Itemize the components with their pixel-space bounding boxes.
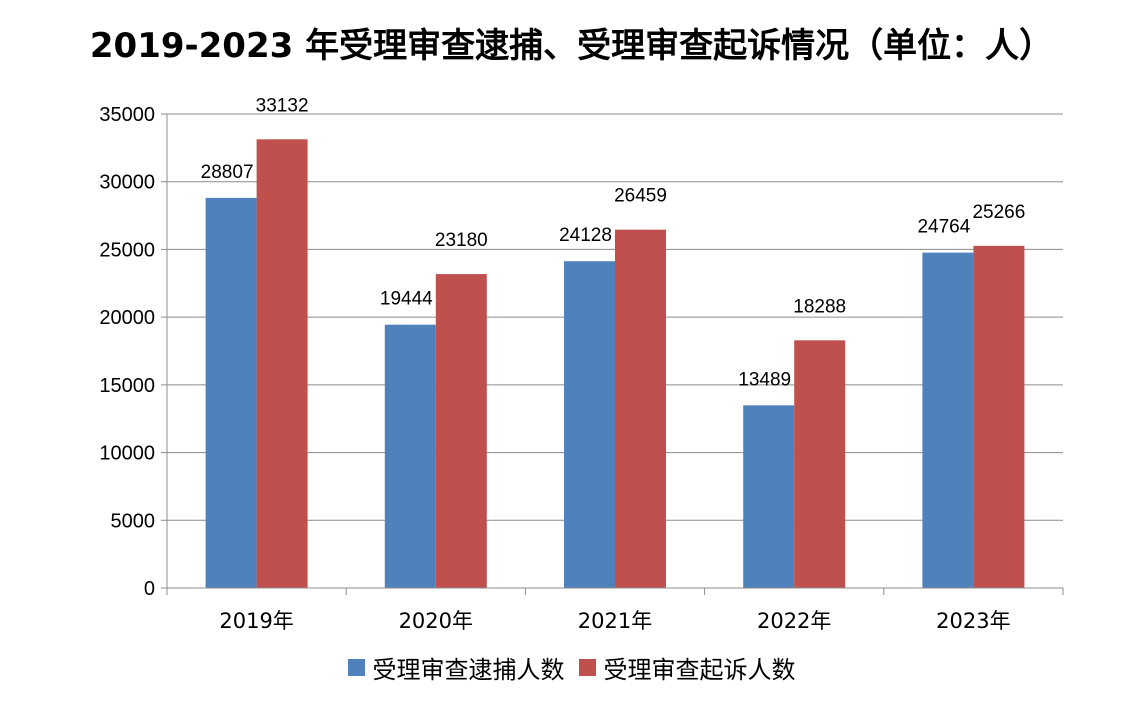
bar-arrest bbox=[564, 261, 615, 588]
legend: 受理审查逮捕人数 受理审查起诉人数 bbox=[0, 650, 1143, 685]
data-label-arrest: 24128 bbox=[559, 225, 612, 246]
data-label-prosecution: 18288 bbox=[793, 296, 846, 317]
legend-swatch-arrest bbox=[347, 659, 365, 676]
bar-arrest bbox=[922, 252, 974, 588]
bar-prosecution bbox=[256, 139, 308, 589]
data-label-prosecution: 23180 bbox=[435, 230, 488, 251]
x-tick-label: 2023年 bbox=[936, 609, 1010, 633]
x-tick-label: 2020年 bbox=[399, 609, 473, 633]
bar-arrest bbox=[743, 405, 795, 588]
bar-prosecution bbox=[435, 274, 487, 588]
chart-title: 2019-2023 年受理审查逮捕、受理审查起诉情况（单位：人） bbox=[89, 26, 1054, 66]
y-tick-label: 10000 bbox=[99, 443, 155, 465]
y-tick-label: 20000 bbox=[99, 307, 155, 329]
y-tick-label: 35000 bbox=[99, 104, 155, 126]
bars bbox=[205, 139, 1025, 589]
data-label-arrest: 24764 bbox=[917, 217, 970, 238]
x-tick-label: 2019年 bbox=[219, 609, 293, 633]
x-tick-label: 2021年 bbox=[578, 609, 652, 633]
legend-label-arrest: 受理审查逮捕人数 bbox=[372, 656, 565, 684]
y-tick-label: 0 bbox=[144, 578, 155, 600]
bar-arrest bbox=[205, 197, 257, 588]
legend-item-arrest: 受理审查逮捕人数 bbox=[347, 650, 565, 685]
legend-swatch-prosecution bbox=[578, 659, 596, 676]
y-tick-label: 25000 bbox=[99, 239, 155, 261]
data-label-prosecution: 33132 bbox=[256, 95, 309, 116]
y-tick-label: 30000 bbox=[99, 172, 155, 194]
data-label-arrest: 13489 bbox=[738, 369, 791, 390]
bar-prosecution bbox=[973, 245, 1025, 588]
data-label-arrest: 28807 bbox=[201, 162, 254, 183]
data-label-prosecution: 26459 bbox=[614, 186, 667, 207]
bar-arrest bbox=[384, 324, 436, 588]
y-tick-label: 5000 bbox=[111, 510, 156, 532]
axes: 0 5000 10000 15000 20000 25000 30000 35000 2019年… bbox=[99, 104, 1064, 633]
legend-item-prosecution: 受理审查起诉人数 bbox=[578, 650, 796, 685]
bar-prosecution bbox=[794, 340, 846, 588]
data-label-prosecution: 25266 bbox=[972, 202, 1025, 223]
data-label-arrest: 19444 bbox=[380, 289, 433, 310]
bar-prosecution bbox=[615, 229, 666, 588]
x-tick-label: 2022年 bbox=[757, 609, 831, 633]
legend-label-prosecution: 受理审查起诉人数 bbox=[603, 656, 796, 684]
y-tick-label: 15000 bbox=[99, 375, 155, 397]
